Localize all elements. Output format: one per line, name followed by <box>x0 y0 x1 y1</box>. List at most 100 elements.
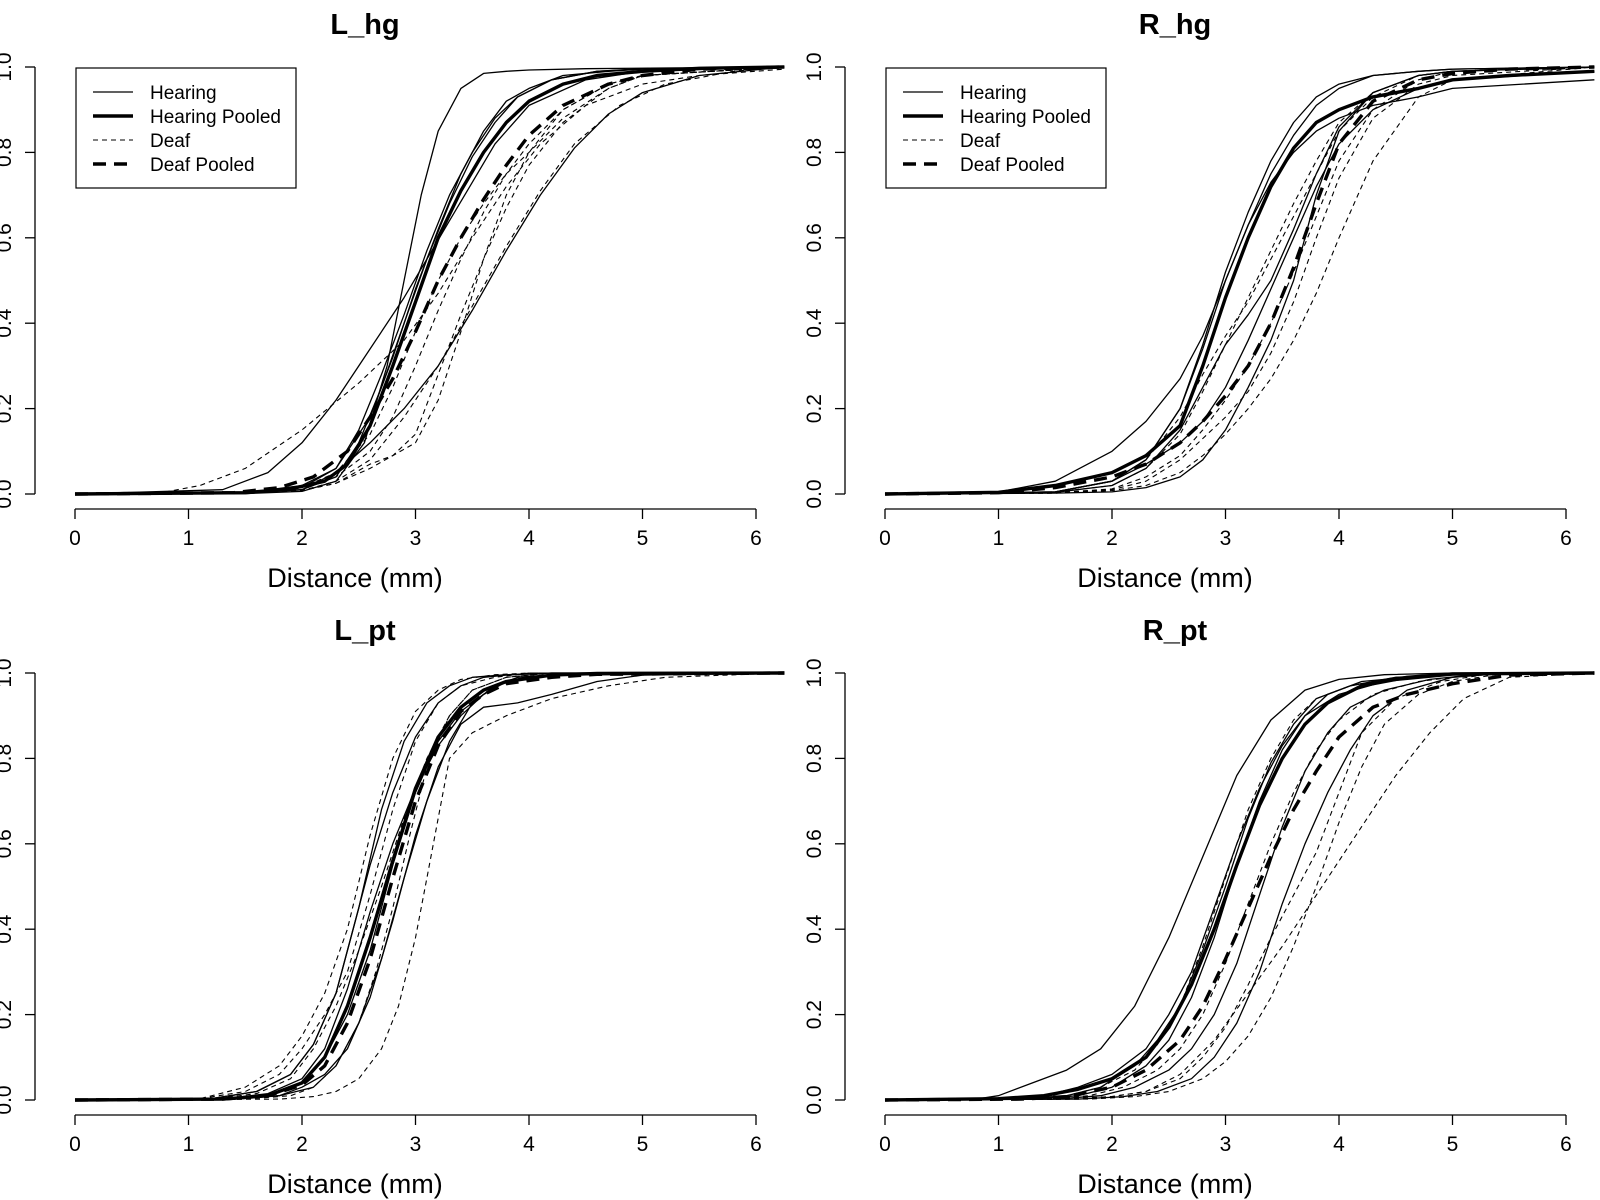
legend-label: Deaf <box>960 131 1001 152</box>
x-tick-label: 5 <box>1447 527 1459 550</box>
series-line-hearing-pooled <box>74 65 785 496</box>
series-line-hearing <box>884 672 1595 1101</box>
y-tick-label: 0.4 <box>0 308 16 338</box>
series-line-deaf-pooled <box>884 671 1595 1102</box>
series-line-deaf <box>74 68 785 495</box>
series-line-hearing <box>884 672 1595 1101</box>
series-line-hearing <box>74 672 785 1101</box>
legend: Hearing Hearing Pooled Deaf Deaf Pooled <box>885 67 1107 189</box>
series-line-deaf <box>74 672 785 1101</box>
series-line-deaf <box>74 672 785 1101</box>
series-line-deaf <box>74 672 785 1101</box>
series-line-deaf <box>884 672 1595 1101</box>
series-line-deaf <box>884 66 1595 495</box>
series-line-hearing-pooled <box>74 671 785 1102</box>
series-line-deaf <box>884 672 1595 1101</box>
y-tick-label: 0.8 <box>0 138 16 167</box>
x-tick-label: 0 <box>879 527 891 550</box>
x-tick-label: 6 <box>1560 1133 1572 1156</box>
series-line-hearing <box>74 672 785 1101</box>
x-tick-label: 4 <box>1333 527 1345 550</box>
series-line-hearing <box>74 672 785 1101</box>
legend: Hearing Hearing Pooled Deaf Deaf Pooled <box>75 67 297 189</box>
x-tick-label: 1 <box>183 1133 195 1156</box>
x-tick-label: 2 <box>1106 1133 1118 1156</box>
x-tick-label: 3 <box>1220 1133 1232 1156</box>
y-tick-label: 0.4 <box>0 914 16 944</box>
series-line-hearing <box>884 672 1595 1101</box>
chart-panel-3: L_pt 0 1 2 3 4 5 6 0.0 0.2 0.4 0.6 0.8 1.0 Distance (m… <box>0 615 785 1199</box>
chart-panel-4: R_pt 0 1 2 3 4 5 6 0.0 0.2 0.4 0.6 0.8 1.0 Distance (m… <box>803 615 1595 1199</box>
x-tick-label: 5 <box>1447 1133 1459 1156</box>
x-tick-label: 0 <box>69 527 81 550</box>
x-tick-label: 1 <box>993 527 1005 550</box>
series-line-hearing <box>884 672 1595 1101</box>
x-axis-label: Distance (mm) <box>267 1169 443 1199</box>
y-tick-label: 0.2 <box>0 1000 16 1029</box>
series-line-hearing <box>74 672 785 1101</box>
series-line-deaf <box>74 66 785 495</box>
chart-panel-2: R_hg 0 1 2 3 4 5 6 0.0 0.2 0.4 0.6 0.8 1.0 Distance (m… <box>803 9 1595 593</box>
x-tick-label: 0 <box>69 1133 81 1156</box>
series-line-deaf <box>74 66 785 495</box>
series-line-hearing <box>884 672 1595 1101</box>
series-line-hearing <box>884 70 1595 495</box>
series-line-hearing <box>74 672 785 1101</box>
chart-title: R_pt <box>1143 615 1208 647</box>
legend-label: Hearing Pooled <box>150 107 281 128</box>
chart-title: R_hg <box>1139 9 1212 41</box>
series-line-hearing <box>884 672 1595 1101</box>
x-axis-label: Distance (mm) <box>1077 1169 1253 1199</box>
x-tick-label: 1 <box>183 527 195 550</box>
series-line-hearing-pooled <box>884 69 1595 496</box>
x-tick-label: 5 <box>637 1133 649 1156</box>
legend-box <box>885 67 1107 189</box>
y-tick-label: 1.0 <box>0 658 16 687</box>
y-tick-label: 1.0 <box>803 52 826 81</box>
series-line-deaf-pooled <box>74 671 785 1102</box>
series-line-deaf <box>884 672 1595 1101</box>
y-tick-label: 0.6 <box>803 829 826 858</box>
legend-label: Deaf Pooled <box>150 155 255 176</box>
legend-label: Hearing Pooled <box>960 107 1091 128</box>
y-tick-label: 0.2 <box>0 394 16 423</box>
series-line-deaf <box>74 672 785 1101</box>
y-tick-label: 0.2 <box>803 394 826 423</box>
series-line-deaf <box>884 672 1595 1101</box>
y-tick-label: 0.8 <box>803 138 826 167</box>
legend-box <box>75 67 297 189</box>
y-tick-label: 0.4 <box>803 308 826 338</box>
x-tick-label: 1 <box>993 1133 1005 1156</box>
y-tick-label: 0.8 <box>0 744 16 773</box>
y-tick-label: 0.6 <box>0 223 16 252</box>
x-tick-label: 6 <box>750 527 762 550</box>
series-line-deaf <box>74 66 785 495</box>
y-tick-label: 0.6 <box>803 223 826 252</box>
legend-label: Hearing <box>150 83 217 104</box>
series-line-deaf-pooled <box>884 65 1595 496</box>
x-tick-label: 3 <box>410 1133 422 1156</box>
x-tick-label: 3 <box>1220 527 1232 550</box>
y-tick-label: 1.0 <box>0 52 16 81</box>
x-tick-label: 3 <box>410 527 422 550</box>
chart-title: L_pt <box>334 615 396 647</box>
chart-title: L_hg <box>330 9 399 41</box>
x-tick-label: 2 <box>296 1133 308 1156</box>
series-line-deaf-pooled <box>74 65 785 496</box>
series-line-hearing <box>74 66 785 495</box>
x-tick-label: 6 <box>1560 527 1572 550</box>
x-tick-label: 6 <box>750 1133 762 1156</box>
series-line-deaf <box>74 66 785 495</box>
series-line-deaf <box>884 66 1595 495</box>
x-tick-label: 4 <box>523 527 535 550</box>
y-tick-label: 0.6 <box>0 829 16 858</box>
y-tick-label: 0.4 <box>803 914 826 944</box>
x-axis-label: Distance (mm) <box>267 563 443 593</box>
legend-label: Hearing <box>960 83 1027 104</box>
series-line-deaf <box>884 672 1595 1101</box>
series-line-deaf <box>884 66 1595 495</box>
y-tick-label: 0.0 <box>803 1085 826 1114</box>
x-tick-label: 5 <box>637 527 649 550</box>
y-tick-label: 0.8 <box>803 744 826 773</box>
y-tick-label: 0.0 <box>803 479 826 508</box>
